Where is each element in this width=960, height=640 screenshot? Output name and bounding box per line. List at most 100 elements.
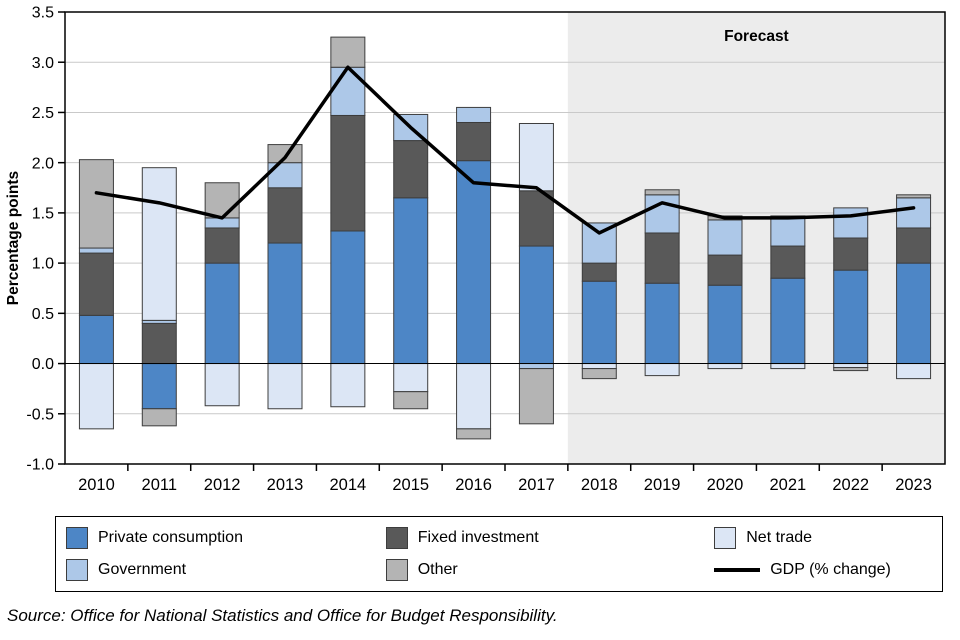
x-tick-label: 2019 <box>644 476 681 494</box>
bar-segment <box>141 167 177 321</box>
x-tick-label: 2020 <box>707 476 744 494</box>
bar-segment <box>330 66 366 116</box>
svg-text:-0.5: -0.5 <box>26 406 54 423</box>
bar-segment <box>581 222 617 264</box>
legend-label: GDP (% change) <box>770 561 891 578</box>
bar-segment <box>456 121 492 162</box>
x-tick-label: 2013 <box>267 476 304 494</box>
x-tick-label: 2022 <box>832 476 869 494</box>
bar-segment <box>644 363 680 377</box>
bar-segment <box>456 428 492 440</box>
legend-label: Government <box>98 561 187 578</box>
svg-text:1.0: 1.0 <box>32 256 54 273</box>
bar-segment <box>896 363 932 380</box>
bar-segment <box>204 363 240 407</box>
x-tick-label: 2021 <box>769 476 806 494</box>
svg-text:3.0: 3.0 <box>32 55 54 72</box>
legend-swatch-private-consumption <box>66 527 88 549</box>
bar-segment <box>456 160 492 365</box>
x-tick-label: 2010 <box>78 476 115 494</box>
bar-segment <box>204 262 240 365</box>
bar-segment <box>644 189 680 196</box>
source-note: Source: Office for National Statistics a… <box>7 606 558 625</box>
bar-segment <box>707 254 743 286</box>
bar-segment <box>393 363 429 393</box>
bar-segment <box>581 280 617 365</box>
bar-segment <box>78 252 114 316</box>
bar-segment <box>518 368 554 425</box>
bar-segment <box>644 282 680 365</box>
bar-segment <box>267 242 303 365</box>
legend-line-gdp-change <box>714 568 761 572</box>
bar-segment <box>456 106 492 123</box>
bar-segment <box>833 367 869 372</box>
x-tick-label: 2023 <box>895 476 932 494</box>
bar-segment <box>267 187 303 244</box>
gdp-line <box>94 65 916 235</box>
bar-segment <box>896 197 932 229</box>
bar-segment <box>518 363 554 370</box>
bar-segment <box>518 122 554 192</box>
bar-segment <box>833 207 869 239</box>
bar-segment <box>581 262 617 282</box>
bar-segment <box>644 232 680 284</box>
legend-swatch-government <box>66 559 88 581</box>
bar-segment <box>581 368 617 380</box>
chart-svg: 3.5 3.0 2.5 2.0 1.5 1.0 0.5 0.0 -0.5 -1.0 2010 2011… <box>5 5 946 494</box>
bar-segment <box>330 114 366 232</box>
x-tick-label: 2011 <box>142 476 177 494</box>
bar-segment <box>456 363 492 430</box>
x-tick-label: 2016 <box>455 476 492 494</box>
legend-item: Other <box>385 559 715 581</box>
bar-segment <box>896 262 932 365</box>
x-tick-label: 2017 <box>518 476 555 494</box>
svg-text:-1.0: -1.0 <box>26 457 54 474</box>
y-axis-title: Percentage points <box>5 171 22 305</box>
legend-swatch-fixed-investment <box>385 527 408 549</box>
bar-segment <box>267 162 303 189</box>
x-tick-label: 2018 <box>581 476 618 494</box>
x-tick-label: 2015 <box>392 476 429 494</box>
svg-text:1.5: 1.5 <box>32 205 54 222</box>
svg-text:3.5: 3.5 <box>32 5 54 22</box>
bar-segment <box>78 247 114 254</box>
legend-swatch-other <box>385 559 408 581</box>
bar-segment <box>518 245 554 365</box>
legend-label: Net trade <box>746 529 813 546</box>
bar-segment <box>896 227 932 264</box>
x-tick-label: 2012 <box>204 476 241 494</box>
chart: 3.5 3.0 2.5 2.0 1.5 1.0 0.5 0.0 -0.5 -1.0 2010 2011… <box>5 5 946 494</box>
bar-segment <box>770 277 806 365</box>
svg-text:2.0: 2.0 <box>32 155 54 172</box>
bar-segment <box>770 363 806 370</box>
legend: Private consumption Fixed investment Net t… <box>55 516 943 592</box>
legend-item: GDP (% change) <box>714 559 942 581</box>
legend-item: Fixed investment <box>385 527 715 549</box>
y-axis: 3.5 3.0 2.5 2.0 1.5 1.0 0.5 0.0 -0.5 -1.0 <box>26 5 65 474</box>
legend-label: Fixed investment <box>417 529 539 546</box>
bar-segment <box>644 194 680 234</box>
bar-segment <box>393 391 429 410</box>
bar-segment <box>330 363 366 408</box>
bar-segment <box>770 217 806 247</box>
legend-item: Private consumption <box>66 527 386 549</box>
bar-segment <box>833 363 869 369</box>
bar-segment <box>141 363 177 410</box>
bar-segment <box>393 197 429 365</box>
bar-segment <box>518 190 554 247</box>
bar-segment <box>267 144 303 164</box>
forecast-region <box>567 12 945 464</box>
bar-segment <box>204 182 240 219</box>
bar-segment <box>833 237 869 271</box>
bar-segment <box>204 227 240 264</box>
legend-item: Government <box>66 559 386 581</box>
forecast-label: Forecast <box>724 28 789 45</box>
svg-text:0.5: 0.5 <box>32 306 54 323</box>
bar-segment <box>833 269 869 365</box>
bar-segment <box>707 219 743 256</box>
bar-segment <box>78 363 114 430</box>
svg-text:0.0: 0.0 <box>32 356 54 373</box>
bar-segment <box>330 36 366 68</box>
legend-swatch-net-trade <box>714 527 737 549</box>
bar-segment <box>141 322 177 365</box>
